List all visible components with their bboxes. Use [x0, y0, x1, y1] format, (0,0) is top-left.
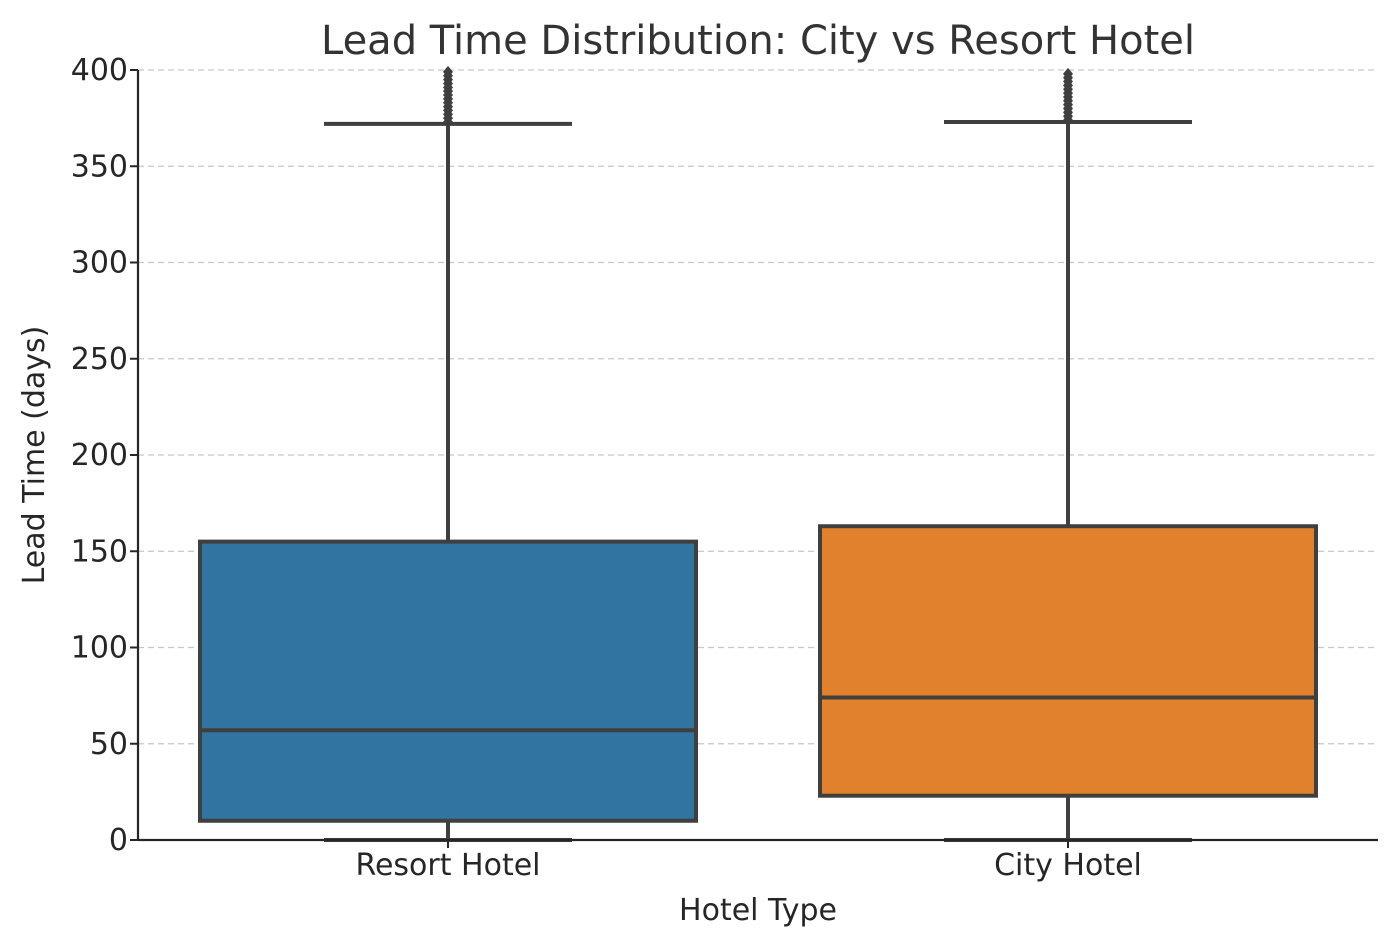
- y-tick-label: 350: [71, 149, 128, 184]
- y-tick-label: 150: [71, 534, 128, 569]
- outlier-point: [443, 65, 453, 78]
- box-2: [818, 67, 1318, 842]
- box-1: [198, 65, 698, 842]
- box-layer: [198, 65, 1318, 842]
- x-ticks: Resort Hotel City Hotel: [355, 840, 1142, 883]
- chart-title: Lead Time Distribution: City vs Resort H…: [321, 18, 1195, 64]
- iqr-box: [818, 524, 1318, 798]
- y-tick-label: 400: [71, 53, 128, 88]
- iqr-box: [198, 539, 698, 823]
- y-tick-label: 100: [71, 631, 128, 666]
- y-ticks: 0 50 100 150 200 250 300 350 400: [71, 53, 138, 858]
- x-tick-label: Resort Hotel: [355, 848, 540, 883]
- y-tick-label: 200: [71, 438, 128, 473]
- y-tick-label: 250: [71, 342, 128, 377]
- y-axis-label: Lead Time (days): [17, 326, 52, 585]
- y-tick-label: 0: [109, 823, 128, 858]
- y-tick-label: 300: [71, 246, 128, 281]
- x-axis-label: Hotel Type: [679, 893, 837, 928]
- outlier-point: [1063, 67, 1073, 80]
- x-tick-label: City Hotel: [994, 848, 1142, 883]
- y-tick-label: 50: [90, 727, 128, 762]
